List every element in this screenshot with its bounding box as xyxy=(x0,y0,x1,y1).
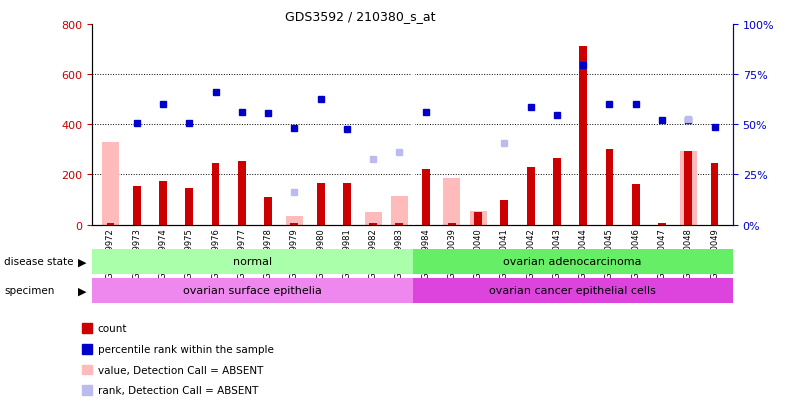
Bar xyxy=(102,142,119,225)
Bar xyxy=(553,159,561,225)
Bar xyxy=(211,164,219,225)
Bar xyxy=(606,150,614,225)
Bar xyxy=(364,213,381,225)
Bar xyxy=(238,161,246,225)
Bar xyxy=(474,213,482,225)
Bar xyxy=(469,211,487,225)
Text: count: count xyxy=(98,323,127,333)
Bar xyxy=(107,224,115,225)
Bar xyxy=(133,186,141,225)
Bar xyxy=(413,278,733,304)
Bar xyxy=(579,47,587,225)
Bar xyxy=(343,184,351,225)
Text: ovarian surface epithelia: ovarian surface epithelia xyxy=(183,286,322,296)
Text: value, Detection Call = ABSENT: value, Detection Call = ABSENT xyxy=(98,365,263,375)
Bar xyxy=(396,224,404,225)
Bar xyxy=(185,189,193,225)
Text: ovarian cancer epithelial cells: ovarian cancer epithelial cells xyxy=(489,286,656,296)
Text: disease state: disease state xyxy=(4,257,74,267)
Text: ▶: ▶ xyxy=(78,286,87,296)
Text: GDS3592 / 210380_s_at: GDS3592 / 210380_s_at xyxy=(285,10,436,23)
Text: specimen: specimen xyxy=(4,286,54,296)
Bar xyxy=(684,151,692,225)
Text: ▶: ▶ xyxy=(78,257,87,267)
Bar xyxy=(680,151,697,225)
Bar xyxy=(159,181,167,225)
Bar xyxy=(527,168,534,225)
Bar xyxy=(92,249,413,275)
Bar xyxy=(316,184,324,225)
Bar xyxy=(501,200,509,225)
Bar xyxy=(413,249,733,275)
Text: rank, Detection Call = ABSENT: rank, Detection Call = ABSENT xyxy=(98,385,258,395)
Bar xyxy=(291,224,298,225)
Bar xyxy=(444,179,461,225)
Bar xyxy=(391,196,408,225)
Text: ovarian adenocarcinoma: ovarian adenocarcinoma xyxy=(504,257,642,267)
Bar xyxy=(369,224,377,225)
Bar xyxy=(286,216,303,225)
Bar xyxy=(92,278,413,304)
Bar xyxy=(658,224,666,225)
Bar xyxy=(448,224,456,225)
Bar xyxy=(421,170,429,225)
Bar xyxy=(264,197,272,225)
Text: percentile rank within the sample: percentile rank within the sample xyxy=(98,344,274,354)
Text: normal: normal xyxy=(233,257,272,267)
Bar xyxy=(632,185,640,225)
Bar xyxy=(710,164,718,225)
